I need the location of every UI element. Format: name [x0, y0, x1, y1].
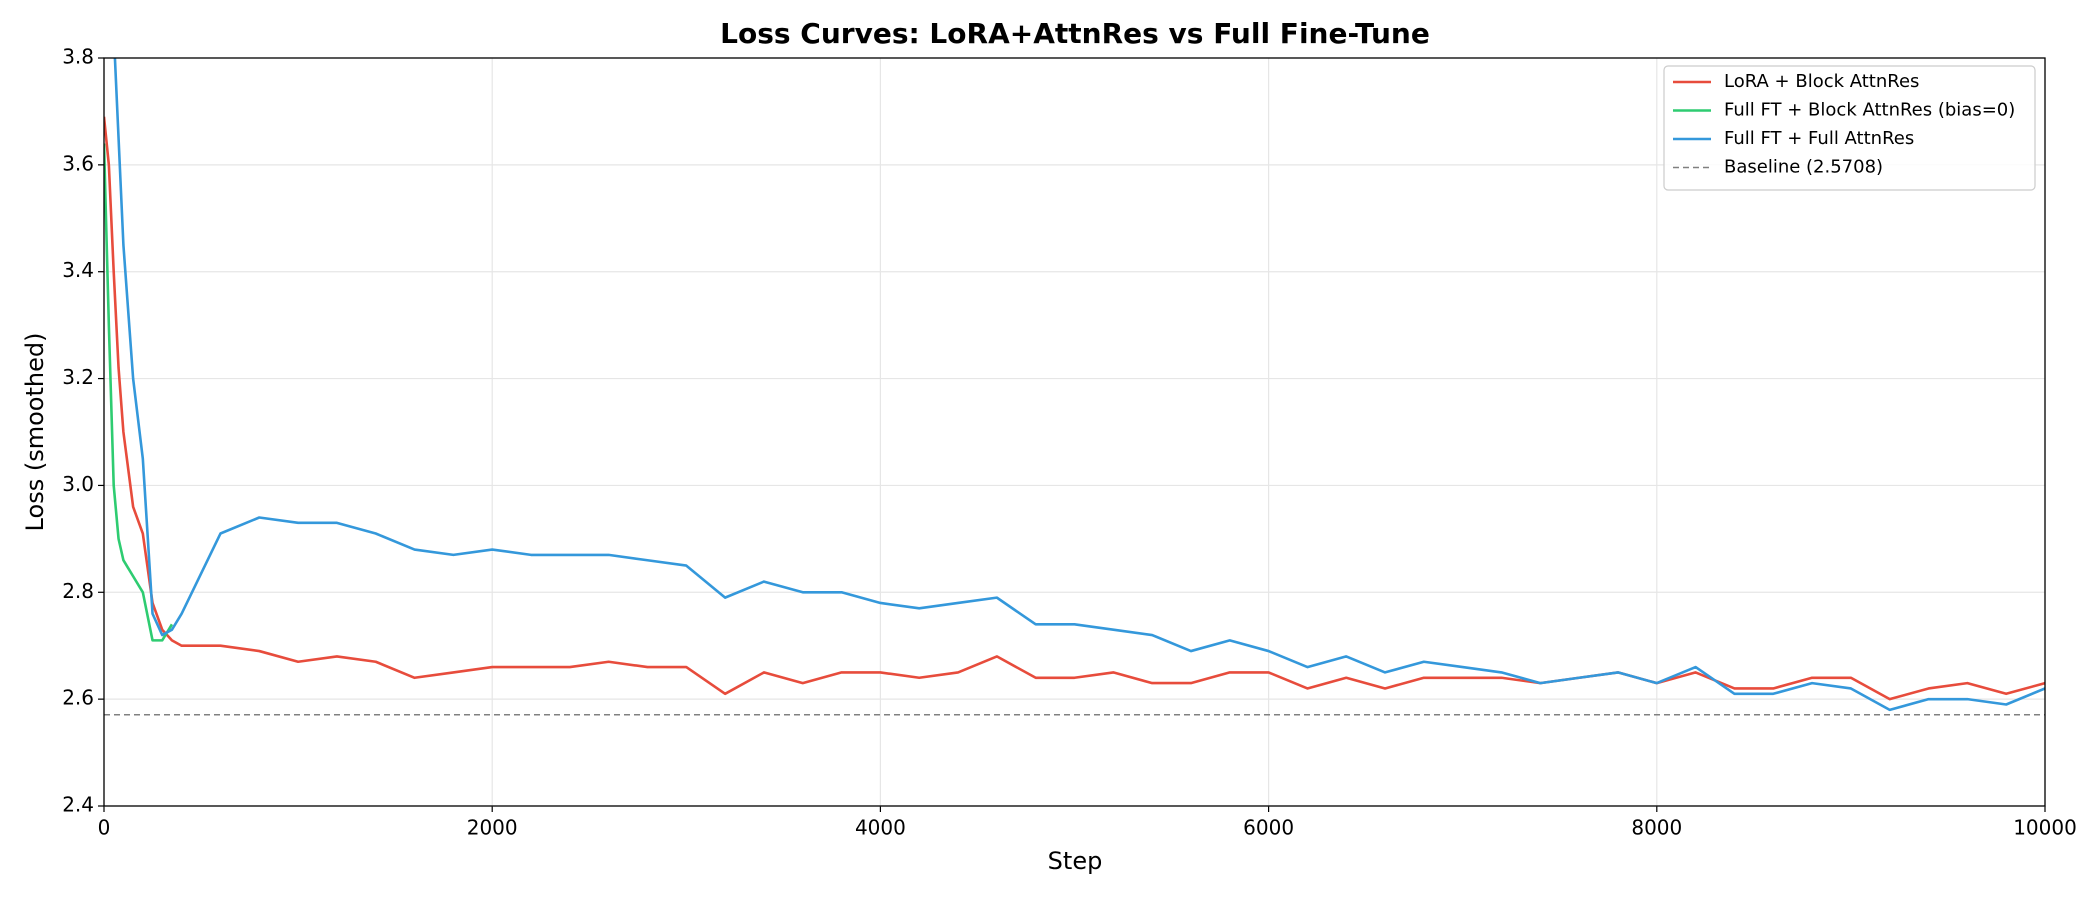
series-line [113, 58, 2045, 712]
x-tick-label: 2000 [467, 816, 518, 840]
y-tick-label: 2.6 [62, 686, 94, 710]
y-tick-label: 2.4 [62, 793, 94, 817]
y-tick-label: 3.4 [62, 258, 94, 282]
plot-lines [104, 58, 2045, 716]
series-line [104, 116, 2045, 701]
series-line [104, 143, 174, 642]
legend-box [1663, 65, 2036, 191]
x-tick-label: 4000 [855, 816, 906, 840]
legend-label: Full FT + Full AttnRes [1724, 128, 1914, 149]
x-tick-label: 6000 [1243, 816, 1294, 840]
y-tick-label: 3.2 [62, 365, 94, 389]
x-tick-label: 0 [98, 816, 111, 840]
x-axis-label: Step [1048, 847, 1103, 875]
y-axis-label: Loss (smoothed) [21, 333, 49, 532]
legend-label: Baseline (2.5708) [1724, 157, 1883, 178]
legend-label: LoRA + Block AttnRes [1724, 71, 1919, 92]
chart-title: Loss Curves: LoRA+AttnRes vs Full Fine-T… [720, 17, 1430, 50]
x-tick-label: 8000 [1631, 816, 1682, 840]
legend: LoRA + Block AttnRes Full FT + Block Attn… [1663, 65, 2036, 191]
y-tick-label: 2.8 [62, 579, 94, 603]
x-tick-label: 10000 [2013, 816, 2077, 840]
plot-frame [103, 57, 2046, 807]
y-tick-label: 3.6 [62, 151, 94, 175]
y-tick-label: 3.8 [62, 45, 94, 69]
legend-label: Full FT + Block AttnRes (bias=0) [1724, 100, 2015, 121]
y-tick-label: 3.0 [62, 472, 94, 496]
